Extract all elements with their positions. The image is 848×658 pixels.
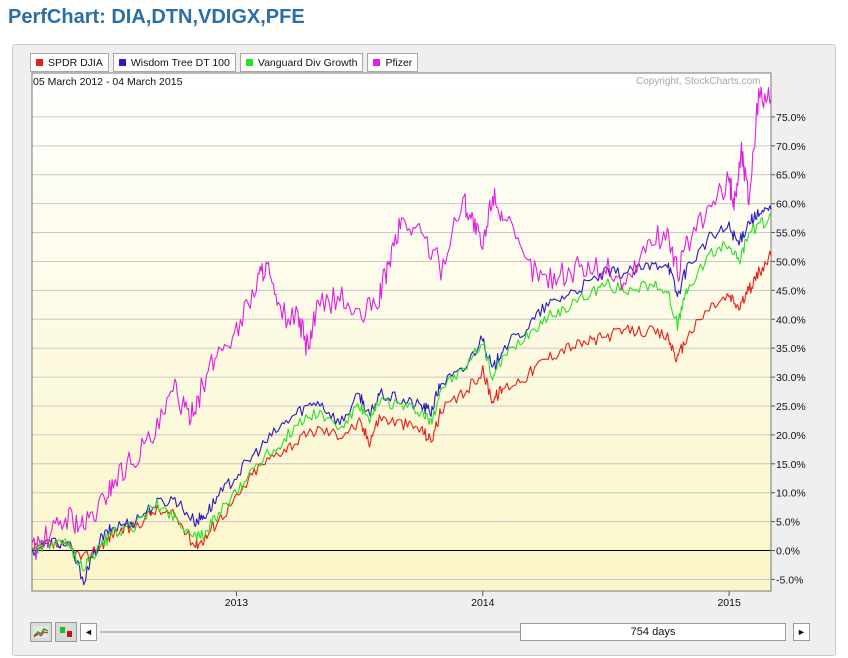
y-tick-label: 45.0% bbox=[776, 285, 806, 297]
page-title: PerfChart: DIA,DTN,VDIGX,PFE bbox=[8, 6, 305, 28]
chart-toolbar: ◄ 754 days ► bbox=[30, 622, 816, 644]
scroll-left-button[interactable]: ◄ bbox=[80, 623, 97, 641]
series-line-wisdom-tree-dt-100 bbox=[31, 205, 772, 586]
histogram-button[interactable] bbox=[55, 622, 77, 642]
legend: SPDR DJIA Wisdom Tree DT 100 Vanguard Di… bbox=[30, 53, 419, 72]
histogram-icon bbox=[60, 627, 72, 637]
y-tick-label: 75.0% bbox=[776, 112, 806, 124]
range-track[interactable] bbox=[100, 631, 520, 633]
line-chart-button[interactable] bbox=[30, 622, 52, 642]
y-tick-label: -5.0% bbox=[776, 574, 803, 586]
series-line-pfizer bbox=[31, 86, 772, 560]
y-tick-label: 70.0% bbox=[776, 141, 806, 153]
range-slider[interactable]: 754 days bbox=[520, 623, 786, 641]
y-tick-label: 5.0% bbox=[776, 517, 800, 529]
y-tick-label: 0.0% bbox=[776, 546, 800, 558]
legend-swatch-spdr-djia bbox=[36, 59, 43, 66]
copyright: Copyright, StockCharts.com bbox=[636, 76, 761, 87]
series-line-vanguard-div-growth bbox=[31, 213, 772, 572]
scroll-right-button[interactable]: ► bbox=[793, 623, 810, 641]
plot-area bbox=[32, 73, 771, 591]
y-tick-label: 20.0% bbox=[776, 430, 806, 442]
legend-item-vanguard[interactable]: Vanguard Div Growth bbox=[239, 53, 364, 72]
date-range: 05 March 2012 - 04 March 2015 bbox=[33, 76, 183, 88]
y-tick-label: 10.0% bbox=[776, 488, 806, 500]
legend-item-pfizer[interactable]: Pfizer bbox=[367, 53, 419, 72]
y-tick-label: 65.0% bbox=[776, 170, 806, 182]
y-tick-label: 55.0% bbox=[776, 228, 806, 240]
legend-label-pfizer: Pfizer bbox=[385, 56, 413, 69]
y-tick-label: 15.0% bbox=[776, 459, 806, 471]
legend-label-wisdom-tree: Wisdom Tree DT 100 bbox=[130, 56, 230, 69]
legend-swatch-wisdom-tree bbox=[118, 59, 126, 66]
y-tick-label: 60.0% bbox=[776, 199, 806, 211]
legend-item-wisdom-tree[interactable]: Wisdom Tree DT 100 bbox=[112, 53, 236, 72]
legend-label-vanguard: Vanguard Div Growth bbox=[257, 56, 358, 69]
y-tick-label: 40.0% bbox=[776, 314, 806, 326]
legend-item-spdr-djia[interactable]: SPDR DJIA bbox=[30, 53, 109, 72]
x-tick-label: 2014 bbox=[471, 597, 495, 609]
x-tick-label: 2013 bbox=[225, 597, 249, 609]
legend-swatch-vanguard bbox=[245, 59, 253, 66]
legend-label-spdr-djia: SPDR DJIA bbox=[48, 56, 103, 69]
y-tick-label: 50.0% bbox=[776, 256, 806, 268]
y-tick-label: 25.0% bbox=[776, 401, 806, 413]
plot-border bbox=[31, 72, 772, 592]
series-line-spdr-djia bbox=[32, 250, 772, 561]
legend-swatch-pfizer bbox=[373, 59, 381, 66]
y-tick-label: 30.0% bbox=[776, 372, 806, 384]
y-tick-label: 35.0% bbox=[776, 343, 806, 355]
line-chart-icon bbox=[33, 626, 49, 638]
x-tick-label: 2015 bbox=[717, 597, 741, 609]
